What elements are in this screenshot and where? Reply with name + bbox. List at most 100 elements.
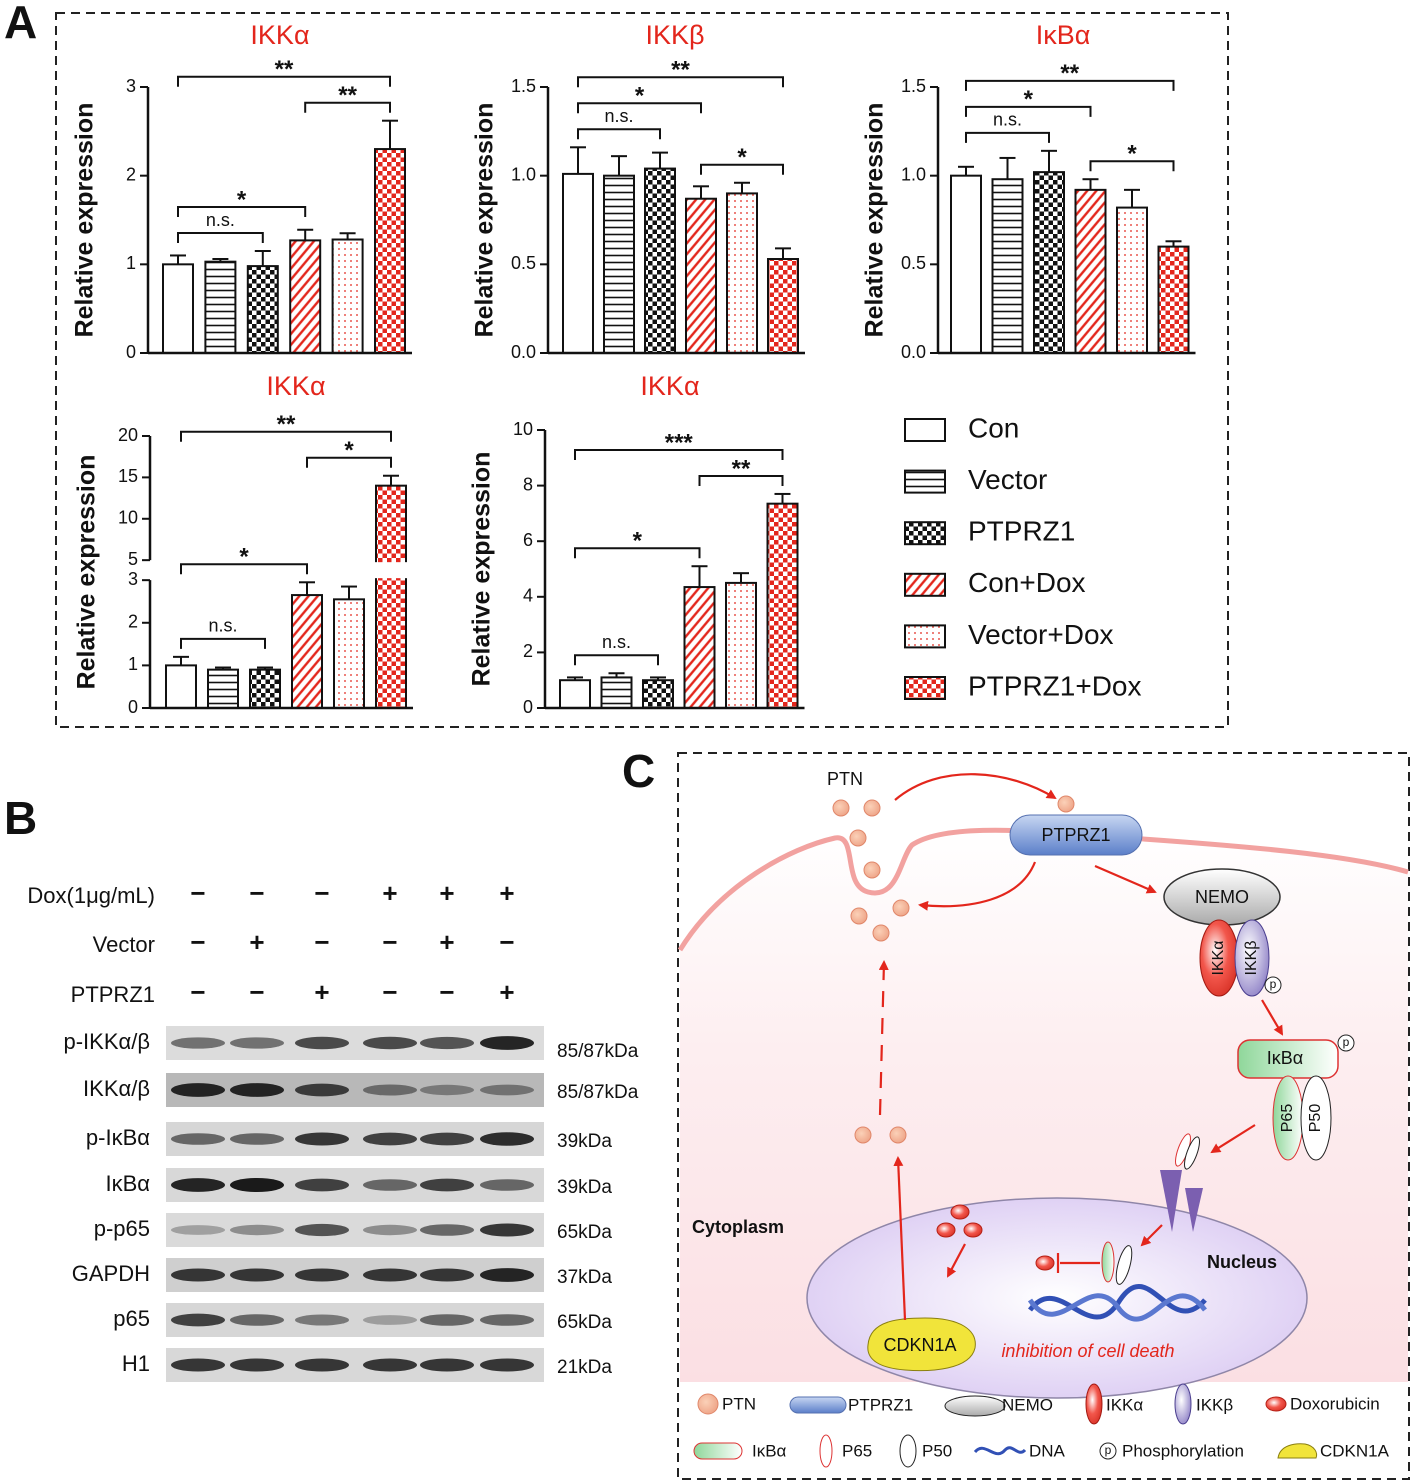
band: [295, 1178, 349, 1192]
legend-swatch: [904, 572, 946, 597]
y-axis-label: Relative expression: [73, 455, 101, 690]
band: [420, 1358, 474, 1372]
y-tick-label: 4: [523, 586, 533, 606]
band: [420, 1084, 474, 1096]
blot-strip: [166, 1073, 544, 1107]
significance-label: **: [671, 57, 690, 84]
y-tick-label: 3: [126, 76, 136, 96]
label: p: [1343, 1035, 1350, 1049]
significance-label: ***: [665, 429, 694, 456]
pathway-diagram: PTN PTPRZ1 NEMO IKKα IKKβ p IκBα p P65 P…: [677, 752, 1410, 1480]
significance-bracket: [698, 474, 784, 486]
bar: [767, 258, 799, 354]
significance-bracket: [965, 131, 1050, 143]
significance-bracket: [965, 105, 1092, 117]
legend-label: CDKN1A: [1320, 1441, 1390, 1460]
band: [171, 1268, 225, 1282]
band: [480, 1358, 534, 1372]
nfkb-bound: [1101, 1133, 1203, 1285]
bar: [726, 192, 758, 354]
panel-frame: [677, 752, 1410, 1480]
bar: [207, 668, 239, 710]
membrane: [677, 827, 1409, 952]
band: [420, 1268, 474, 1282]
bar: [1033, 171, 1065, 354]
bar: [766, 502, 799, 710]
bar: [1074, 188, 1107, 354]
arrow: [893, 1156, 907, 1321]
band: [171, 1313, 225, 1327]
label: IκBα: [1267, 1048, 1303, 1068]
condition-label: Vector: [93, 932, 155, 957]
significance-label: n.s.: [604, 106, 633, 126]
label: CDKN1A: [883, 1335, 956, 1355]
ptn: [863, 799, 881, 817]
bar: [249, 668, 281, 710]
label: P65: [1279, 1104, 1296, 1133]
phospho: [1264, 976, 1282, 994]
blot-label: p-IKKα/β: [63, 1029, 150, 1054]
significance-bracket: [177, 75, 391, 87]
condition-sign: −: [382, 977, 397, 1007]
ptn: [849, 829, 867, 847]
y-tick-label: 0.5: [901, 253, 926, 273]
legend-label: IKKβ: [1196, 1395, 1233, 1414]
significance-bracket: [965, 79, 1175, 91]
bar: [375, 484, 407, 709]
legend-label: NEMO: [1002, 1395, 1053, 1414]
dox: [936, 1222, 956, 1238]
legend-label: IκBα: [752, 1441, 787, 1460]
bar: [603, 174, 635, 354]
significance-bracket: [180, 430, 392, 442]
band: [480, 1223, 534, 1237]
blot-label: p65: [113, 1306, 150, 1331]
label: PTN: [827, 769, 863, 789]
dna-strand: [1027, 1293, 1207, 1322]
condition-label: PTPRZ1: [71, 982, 155, 1007]
ptn: [863, 861, 881, 879]
arrow: [918, 861, 1037, 911]
band: [295, 1223, 349, 1237]
arrow: [1094, 864, 1157, 894]
condition-sign: +: [439, 927, 454, 957]
band: [230, 1083, 284, 1097]
caption: inhibition of cell death: [1001, 1341, 1174, 1361]
bar: [374, 148, 406, 354]
label: NEMO: [1195, 887, 1249, 907]
y-tick-label: 2: [128, 612, 138, 632]
bar: [559, 679, 591, 710]
significance-bracket: [180, 563, 308, 575]
dox: [950, 1204, 970, 1220]
band: [480, 1314, 534, 1326]
bar: [600, 676, 633, 709]
icon: [819, 1434, 833, 1468]
significance-label: *: [1127, 141, 1137, 168]
p50: [1115, 1245, 1133, 1285]
legend-swatch: [904, 624, 946, 649]
band: [171, 1133, 225, 1145]
bar: [246, 265, 279, 354]
y-tick-label: 1: [128, 654, 138, 674]
band: [230, 1133, 284, 1145]
blot-label: GAPDH: [72, 1261, 150, 1286]
icon: [789, 1396, 847, 1414]
diagram-legend: p PTN PTPRZ1 NEMO IKKα IKKβ Doxorubicin …: [693, 1383, 1390, 1468]
ptn: [854, 1126, 872, 1144]
significance-label: **: [732, 455, 751, 482]
bar: [165, 664, 197, 709]
y-tick-label: 1: [126, 253, 136, 273]
ikkb: [1234, 919, 1270, 997]
bar: [204, 260, 237, 355]
significance-bracket: [574, 547, 701, 559]
icon: [899, 1434, 917, 1468]
chart-title: IKKβ: [645, 20, 704, 50]
legend-label: Con+Dox: [968, 567, 1086, 598]
legend-swatch: [904, 418, 946, 442]
y-tick-label: 8: [523, 474, 533, 494]
legend-label: Phosphorylation: [1122, 1441, 1244, 1460]
arrow: [947, 1243, 966, 1278]
significance-label: n.s.: [993, 110, 1022, 130]
